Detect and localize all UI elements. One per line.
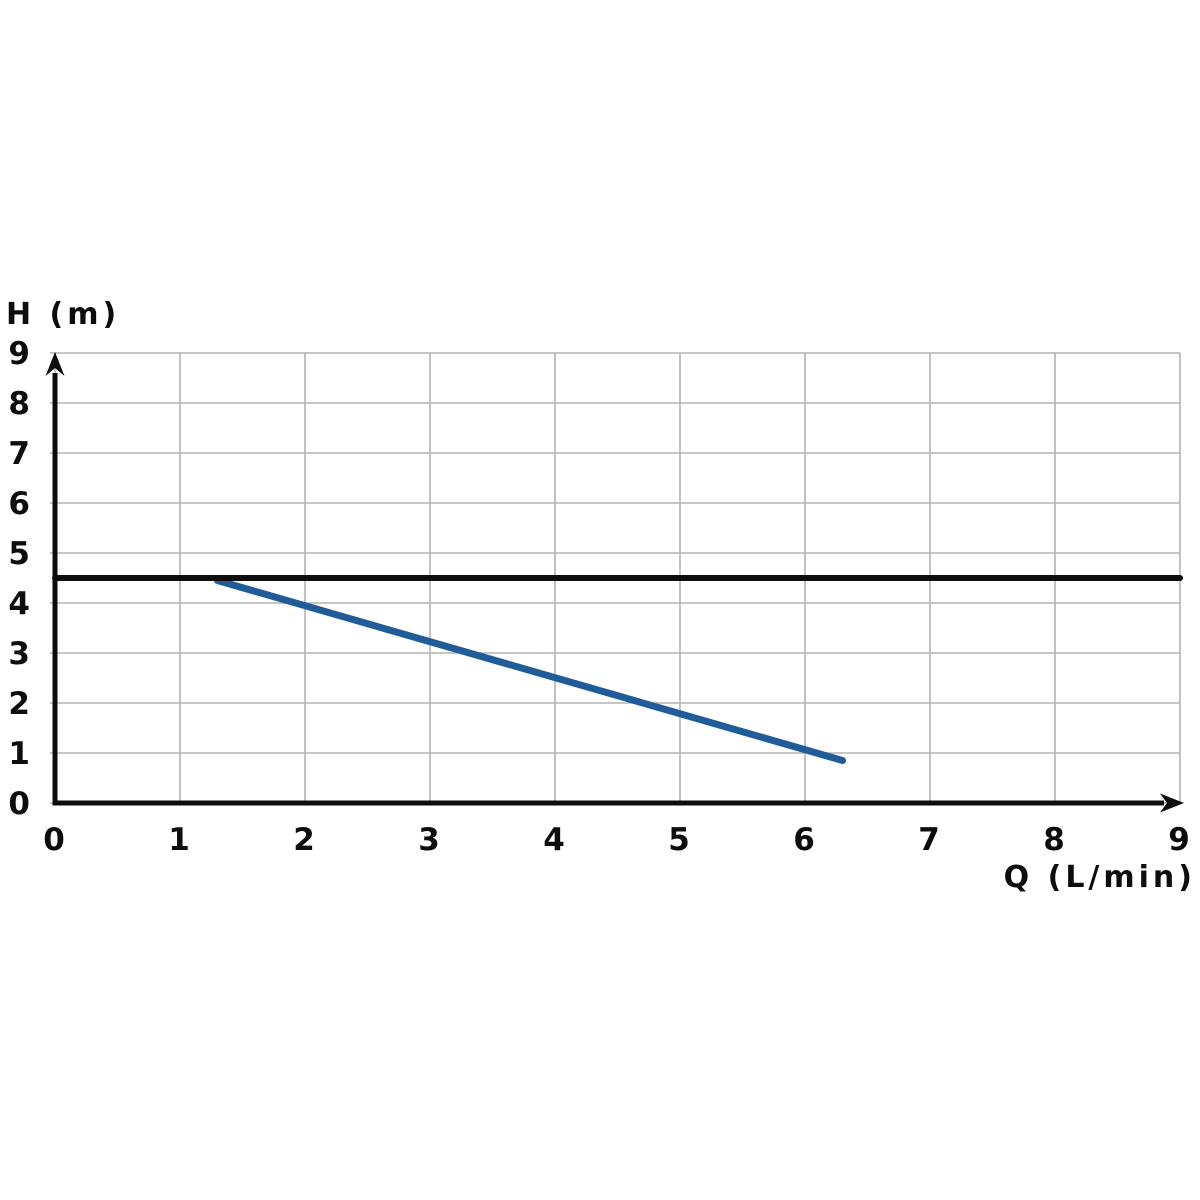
y-tick-label: 0 bbox=[8, 786, 30, 822]
y-tick-label: 1 bbox=[8, 736, 30, 772]
x-axis-title: Q (L/min) bbox=[1003, 860, 1196, 895]
y-axis-arrow-icon bbox=[45, 352, 65, 376]
y-tick-label: 9 bbox=[8, 336, 30, 372]
y-tick-label: 8 bbox=[8, 386, 30, 422]
x-tick-label: 6 bbox=[793, 822, 815, 858]
pump-curve-line bbox=[214, 577, 846, 764]
x-tick-label: 3 bbox=[418, 822, 440, 858]
x-tick-label: 4 bbox=[543, 822, 565, 858]
y-tick-label: 3 bbox=[8, 636, 30, 672]
y-tick-label: 6 bbox=[8, 486, 30, 522]
x-tick-label: 5 bbox=[668, 822, 690, 858]
x-tick-label: 0 bbox=[43, 822, 65, 858]
y-axis-title: H (m) bbox=[6, 297, 121, 332]
y-tick-label: 7 bbox=[8, 436, 30, 472]
x-tick-label: 7 bbox=[918, 822, 940, 858]
x-axis-arrow-icon bbox=[1160, 793, 1184, 813]
x-tick-label: 1 bbox=[168, 822, 190, 858]
y-tick-label: 2 bbox=[8, 686, 30, 722]
x-tick-label: 8 bbox=[1043, 822, 1065, 858]
y-tick-label: 4 bbox=[8, 586, 30, 622]
x-tick-label: 9 bbox=[1168, 822, 1190, 858]
y-tick-label: 5 bbox=[8, 536, 30, 572]
x-tick-label: 2 bbox=[293, 822, 315, 858]
